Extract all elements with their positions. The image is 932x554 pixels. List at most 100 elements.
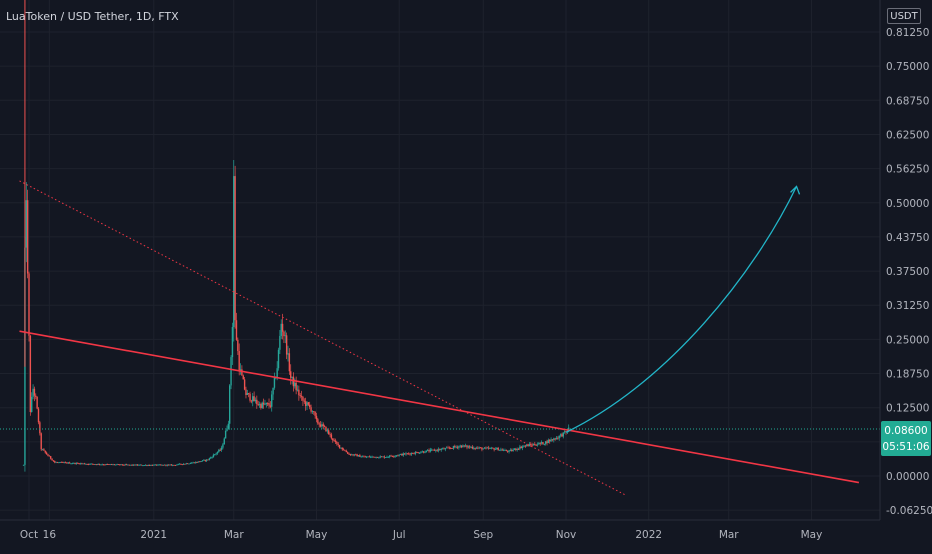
candle-body: [196, 462, 198, 463]
candle-body: [276, 368, 278, 378]
candle-body: [174, 464, 177, 466]
candle-body: [123, 464, 125, 466]
currency-badge[interactable]: USDT: [887, 8, 921, 24]
candle-body: [455, 446, 457, 448]
candle-body: [264, 404, 266, 405]
candle-body: [549, 440, 551, 442]
candle-body: [327, 430, 330, 434]
time-axis[interactable]: Oct 16 2021 Mar May Jul Sep Nov 2022 Mar May: [0, 519, 880, 541]
candle-body: [28, 273, 30, 336]
candle-body: [528, 444, 531, 447]
price-tick-label: 0.18750: [886, 369, 929, 381]
time-tick-label: Sep: [473, 529, 493, 541]
candle-body: [310, 407, 312, 412]
candle-body: [349, 454, 352, 456]
candle-body: [483, 447, 486, 449]
symbol-title[interactable]: LuaToken / USD Tether, 1D, FTX: [6, 10, 179, 23]
candle-body: [361, 456, 364, 458]
candle-body: [105, 464, 107, 465]
candle-body: [485, 447, 487, 449]
candle-body: [70, 463, 72, 465]
candle-body: [375, 456, 377, 458]
candle-body: [96, 464, 98, 466]
price-axis[interactable]: 0.81250 0.75000 0.68750 0.62500 0.56250 0.500…: [879, 0, 932, 550]
candle-body: [106, 464, 109, 465]
candle-body: [352, 454, 354, 456]
candle-body: [234, 176, 236, 321]
candle-body: [459, 445, 461, 447]
candle-body: [227, 423, 230, 429]
candle-body: [199, 461, 201, 463]
candle-body: [488, 447, 490, 449]
candle-body: [56, 462, 59, 464]
candle-body: [238, 351, 240, 372]
candle-body: [245, 389, 247, 395]
candle-body: [73, 462, 75, 464]
candle-body: [243, 379, 246, 390]
candle-body: [285, 335, 288, 355]
drawings: [0, 180, 880, 496]
candle-body: [504, 449, 506, 451]
candle-body: [268, 403, 270, 406]
candle-body: [172, 464, 174, 466]
candle-body: [321, 424, 323, 427]
candle-body: [207, 459, 209, 461]
candle-body: [170, 464, 173, 466]
candle-body: [402, 453, 404, 456]
time-tick-label: Oct: [20, 529, 38, 541]
candle-body: [22, 464, 25, 466]
candle-body: [325, 426, 327, 432]
candle-body: [265, 402, 268, 405]
candle-body: [266, 402, 269, 404]
candle-body: [429, 449, 432, 452]
candle-body: [492, 447, 494, 449]
countdown-label: 05:51:06: [882, 441, 930, 453]
price-tick-label: 0.75000: [886, 61, 929, 73]
candle-body: [523, 445, 525, 447]
candle-body: [409, 453, 411, 455]
candle-body: [195, 462, 197, 464]
time-tick-label: Jul: [392, 529, 406, 541]
candle-body: [298, 389, 300, 396]
candle-body: [432, 449, 434, 451]
candle-body: [420, 452, 422, 454]
candle-body: [277, 349, 280, 369]
candle-body: [561, 434, 563, 437]
candle-body: [303, 400, 305, 402]
candle-body: [188, 463, 190, 465]
candle-body: [489, 448, 491, 449]
candle-body: [112, 464, 114, 466]
candle-body: [173, 464, 175, 466]
candle-body: [119, 464, 121, 466]
time-tick-label: 2022: [635, 529, 662, 541]
candle-body: [398, 454, 400, 456]
candle-body: [52, 460, 55, 462]
candle-body: [181, 464, 183, 466]
candle-body: [74, 462, 76, 464]
candle-body: [166, 464, 169, 466]
candle-body: [144, 464, 147, 466]
candle-body: [283, 331, 285, 337]
candle-body: [158, 464, 160, 466]
candles: [22, 0, 570, 472]
candle-body: [547, 440, 550, 444]
candle-body: [92, 463, 94, 465]
candle-body: [134, 464, 136, 466]
candle-body: [140, 464, 143, 466]
candle-body: [77, 462, 79, 464]
time-tick-label: Mar: [224, 529, 244, 541]
candle-body: [151, 464, 154, 466]
candle-body: [346, 452, 349, 454]
candle-body: [193, 462, 196, 464]
candle-body: [509, 449, 512, 451]
candle-body: [115, 464, 117, 466]
candle-body: [215, 453, 217, 455]
candle-body: [111, 464, 113, 466]
candle-body: [371, 456, 373, 458]
candle-body: [35, 395, 37, 397]
candle-body: [386, 456, 388, 458]
candle-body: [120, 464, 122, 466]
candle-body: [60, 462, 63, 463]
